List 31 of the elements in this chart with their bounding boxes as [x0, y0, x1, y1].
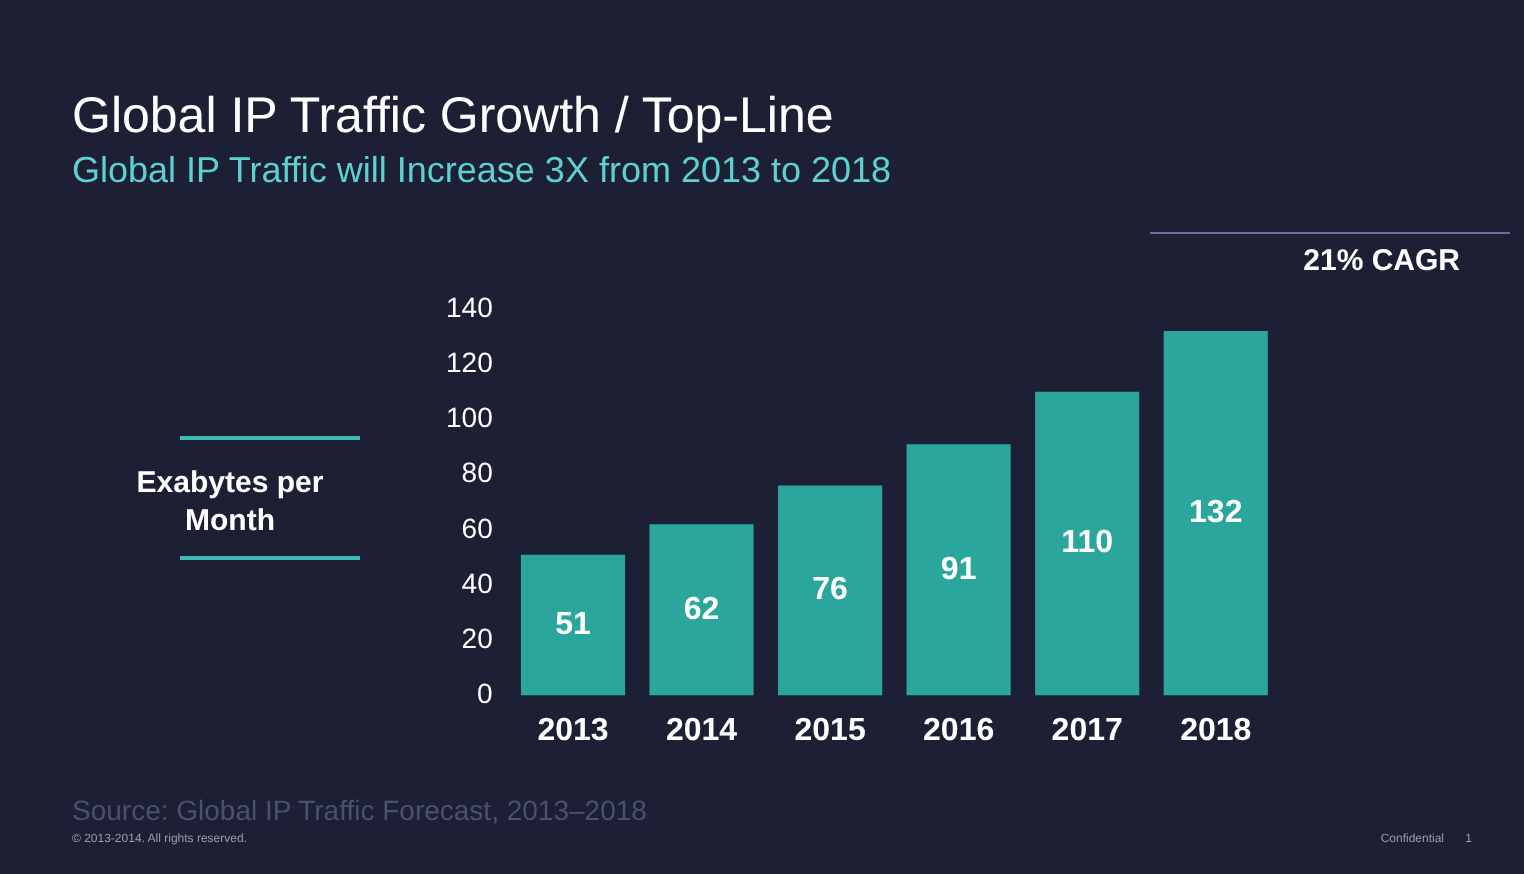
y-tick-label: 80: [461, 456, 494, 489]
bar: [1035, 391, 1140, 696]
x-tick-label: 2017: [1051, 713, 1123, 748]
y-tick-label: 120: [446, 345, 494, 378]
y-tick-label: 60: [461, 511, 494, 544]
bar: [1163, 330, 1268, 696]
chart-subtitle: Global IP Traffic will Increase 3X from 2013 to 2018: [72, 150, 892, 192]
y-tick-label: 100: [446, 401, 494, 434]
data-label: 76: [812, 573, 849, 608]
y-tick-label: 40: [461, 566, 494, 599]
y-axis-title: Exabytes per Month: [134, 464, 326, 540]
data-label: 91: [940, 552, 977, 587]
source-note: Source: Global IP Traffic Forecast, 2013–2018: [72, 794, 647, 826]
x-tick-label: 2018: [1180, 713, 1252, 748]
chart-title: Global IP Traffic Growth / Top-Line: [72, 88, 834, 146]
x-tick-label: 2016: [923, 713, 995, 748]
data-label: 51: [555, 607, 591, 642]
x-tick-label: 2013: [537, 713, 609, 748]
y-tick-label: 20: [461, 622, 494, 655]
y-tick-label: 0: [477, 677, 494, 710]
data-label: 62: [683, 592, 720, 627]
bar: [649, 524, 754, 696]
y-tick-label: 140: [446, 290, 494, 323]
bar: [520, 554, 626, 696]
bar: [778, 485, 883, 696]
text: 21% CAGR: [1303, 244, 1460, 278]
x-tick-label: 2015: [794, 713, 866, 748]
bar: [906, 444, 1011, 696]
x-tick-label: 2014: [665, 713, 738, 748]
data-label: 110: [1061, 526, 1114, 561]
data-label: 132: [1189, 496, 1243, 531]
